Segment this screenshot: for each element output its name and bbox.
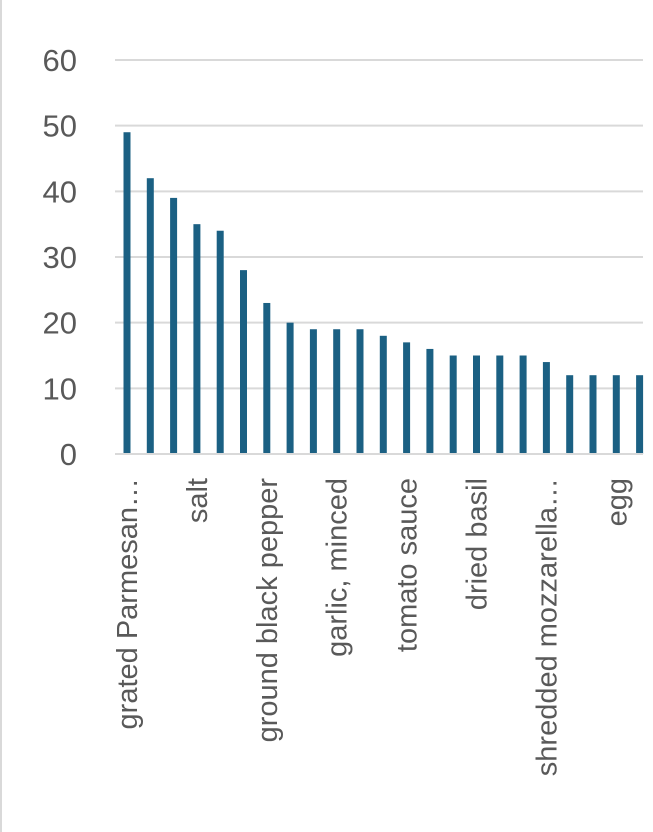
bar xyxy=(333,329,341,454)
x-axis-category-labels: grated Parmesan… salt ground black pepper g… xyxy=(112,478,633,777)
bar xyxy=(566,375,574,454)
y-tick-label: 40 xyxy=(43,174,77,209)
x-category-label: ground black pepper xyxy=(252,478,284,743)
bar xyxy=(146,178,154,454)
gridlines xyxy=(115,59,643,390)
bar xyxy=(636,375,644,454)
x-category-label: egg xyxy=(601,478,633,526)
bar xyxy=(356,329,364,454)
y-axis-tick-labels: 0 10 20 30 40 50 60 xyxy=(43,43,77,472)
bar xyxy=(216,230,224,454)
y-tick-label: 20 xyxy=(43,306,77,341)
bar xyxy=(263,302,271,454)
x-category-label: garlic, minced xyxy=(322,478,354,657)
y-tick-label: 0 xyxy=(60,437,77,472)
bar xyxy=(496,355,504,454)
bar xyxy=(286,322,294,454)
y-tick-label: 10 xyxy=(43,371,77,406)
x-category-label: salt xyxy=(182,478,214,523)
bar xyxy=(240,270,247,454)
bar xyxy=(309,329,317,454)
bar xyxy=(449,355,457,454)
bar xyxy=(403,342,411,454)
y-tick-label: 60 xyxy=(43,43,77,78)
bar xyxy=(519,355,527,454)
x-category-label: grated Parmesan… xyxy=(112,478,144,729)
bar xyxy=(123,132,131,454)
bar xyxy=(612,375,620,454)
y-tick-label: 50 xyxy=(43,109,77,144)
x-category-label: tomato sauce xyxy=(392,478,424,652)
bar xyxy=(170,197,178,454)
bar xyxy=(473,355,480,454)
x-category-label: shredded mozzarella… xyxy=(531,478,563,776)
bar xyxy=(193,224,201,454)
bar xyxy=(379,335,387,454)
y-tick-label: 30 xyxy=(43,240,77,275)
bar xyxy=(542,362,550,454)
bar xyxy=(426,348,434,454)
bars xyxy=(123,132,644,454)
bar xyxy=(589,375,597,454)
x-category-label: dried basil xyxy=(462,478,494,610)
